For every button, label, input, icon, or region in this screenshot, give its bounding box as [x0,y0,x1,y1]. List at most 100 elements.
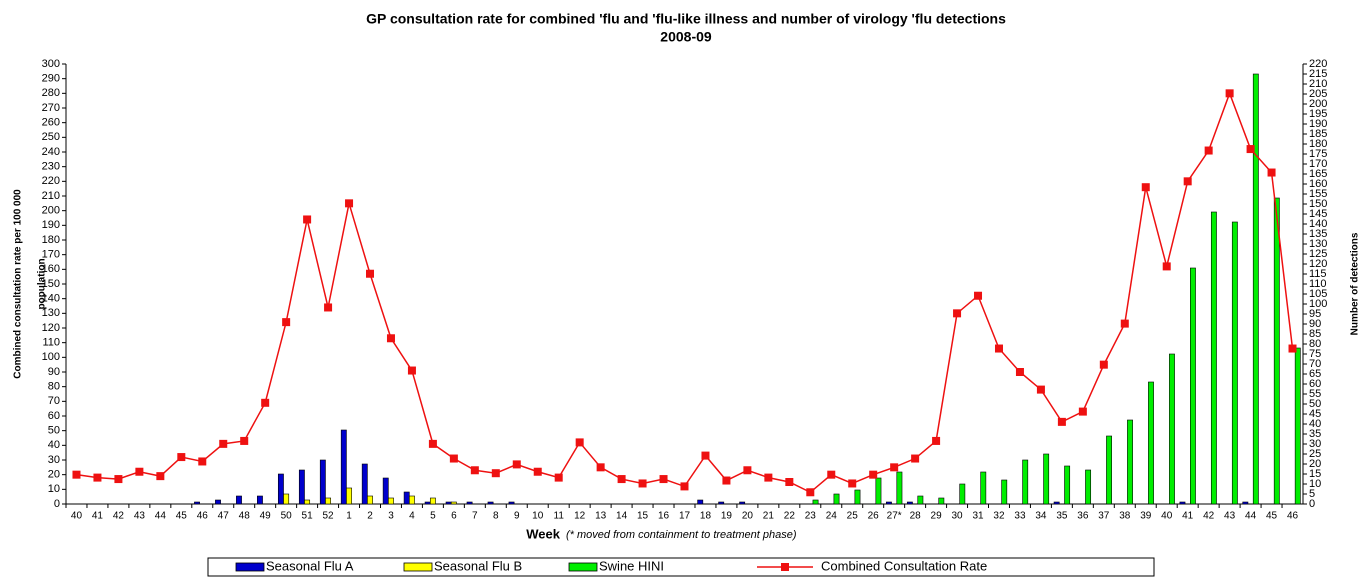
x-tick-label: 40 [71,511,83,522]
line-marker [848,479,857,488]
line-marker [428,439,437,448]
x-tick-label: 33 [1014,511,1026,522]
x-tick-label: 47 [218,511,230,522]
line-marker [345,199,354,208]
y2-tick-label: 145 [1309,208,1327,220]
line-marker [932,436,941,445]
line-marker [240,436,249,445]
y-tick-label: 100 [42,351,60,363]
x-tick-label: 8 [493,511,499,522]
x-tick-label: 44 [1245,511,1257,522]
line-marker [303,215,312,224]
legend-label: Seasonal Flu B [434,558,522,573]
bar [917,495,924,505]
x-tick-label: 31 [972,511,984,522]
x-tick-label: 20 [742,511,754,522]
y2-tick-label: 50 [1309,398,1321,410]
bar [1294,347,1301,505]
y-tick-label: 130 [42,307,60,319]
bar [812,499,819,505]
x-tick-label: 17 [679,511,691,522]
y2-tick-label: 35 [1309,428,1321,440]
line-marker [680,482,689,491]
y2-tick-label: 135 [1309,228,1327,240]
line-marker [659,475,668,484]
y2-tick-label: 5 [1309,488,1315,500]
x-tick-label: 35 [1056,511,1068,522]
bar [508,501,515,505]
bar [885,501,892,505]
bar [1106,435,1112,505]
line-marker [324,303,333,312]
y2-tick-label: 105 [1309,288,1327,300]
line-marker [743,466,752,475]
x-tick-label: 11 [554,511,565,522]
x-tick-label: 23 [805,511,817,522]
y-tick-label: 80 [48,381,60,393]
line-marker [93,473,102,482]
y-axis-label: Combined consultation rate per 100 000 [13,189,24,379]
line-marker [701,451,710,460]
legend-label: Seasonal Flu A [266,558,354,573]
bar [718,501,725,505]
bar [361,463,368,505]
line-marker [596,463,605,472]
line-marker [470,466,479,475]
line-marker [386,334,395,343]
bar [1252,73,1259,505]
bar [257,495,263,505]
y2-tick-label: 40 [1309,418,1321,430]
line-marker [722,476,731,485]
y2-tick-label: 110 [1309,278,1327,290]
y-tick-label: 150 [42,278,60,290]
bar [283,493,290,505]
x-tick-label: 46 [197,511,209,522]
legend-box [207,557,1155,577]
line-marker [282,318,291,327]
y2-tick-label: 195 [1309,108,1327,120]
bar [1043,453,1050,505]
y-tick-label: 250 [42,131,60,143]
x-tick-label: 29 [931,511,943,522]
x-tick-label: 49 [260,511,272,522]
y2-tick-label: 170 [1309,158,1327,170]
y2-tick-label: 100 [1309,298,1327,310]
bar [1001,479,1008,505]
line-marker [953,309,962,318]
line-marker [1267,168,1276,177]
y-tick-label: 30 [48,454,60,466]
line-marker [785,478,794,486]
bar [346,487,352,505]
bar [833,493,840,505]
bar [450,501,457,505]
line-marker [911,454,920,463]
line-marker [638,479,647,488]
line-marker [1141,183,1150,192]
x-tick-label: 26 [868,511,880,522]
line-marker [1246,145,1255,154]
y-tick-label: 110 [42,337,60,349]
x-tick-label: 3 [388,511,394,522]
line-marker [869,470,878,479]
x-tick-label: 36 [1077,511,1089,522]
legend-swatch [403,562,433,572]
line-marker [177,453,186,462]
line-marker [1162,262,1171,271]
y-tick-label: 190 [42,219,60,231]
line-marker [198,457,207,466]
bar [298,469,305,505]
y-tick-label: 40 [48,439,60,451]
x-tick-label: 18 [700,511,712,522]
bar [1053,501,1060,505]
x-tick-label: 34 [1035,511,1047,522]
line-marker [1288,344,1297,353]
y2-tick-label: 160 [1309,178,1327,190]
y2-axis-label: Number of detections [1350,232,1361,335]
x-tick-label: 28 [910,511,922,522]
x-tick-label: 32 [993,511,1005,522]
bar [1273,197,1280,505]
y-tick-label: 230 [42,161,60,173]
line-marker [1183,177,1192,186]
x-tick-label: 37 [1098,511,1110,522]
